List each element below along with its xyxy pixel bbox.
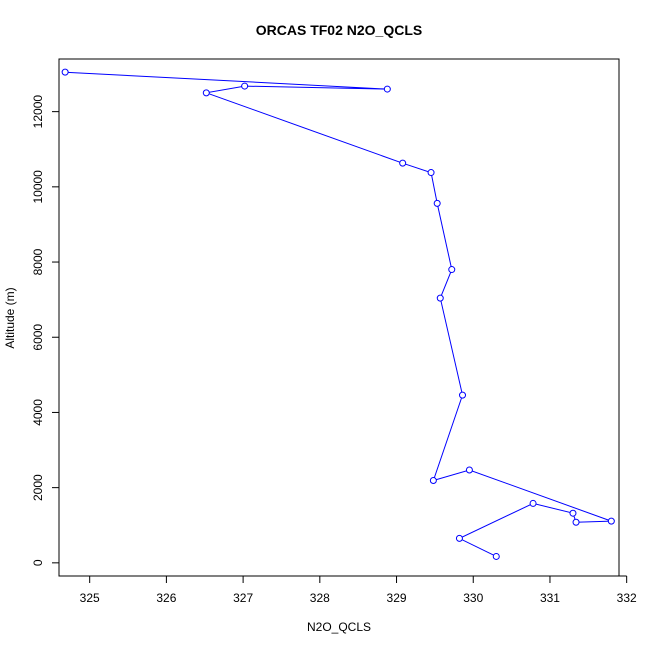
x-tick-label: 325 (80, 591, 100, 605)
x-tick-label: 327 (233, 591, 253, 605)
data-point (492, 552, 500, 560)
y-tick-label: 8000 (31, 248, 45, 275)
data-point (529, 499, 537, 507)
data-point (433, 199, 441, 207)
data-point (202, 89, 210, 97)
data-point (607, 517, 615, 525)
y-tick-label: 2000 (31, 474, 45, 501)
data-point (465, 466, 473, 474)
y-tick-label: 12000 (31, 95, 45, 129)
y-tick-label: 10000 (31, 170, 45, 204)
data-point (569, 509, 577, 517)
x-tick-label: 326 (156, 591, 176, 605)
data-point (427, 169, 435, 177)
y-tick-label: 4000 (31, 399, 45, 426)
data-point (241, 82, 249, 90)
data-point (448, 266, 456, 274)
series-line (65, 71, 612, 557)
data-point (455, 534, 463, 542)
data-point (61, 68, 69, 76)
y-axis: 0 2000 4000 6000 8000 10000 12000 (31, 95, 60, 566)
y-tick-label: 0 (31, 559, 45, 566)
x-tick-label: 329 (387, 591, 407, 605)
y-tick-label: 6000 (31, 324, 45, 351)
data-point (436, 294, 444, 302)
data-point (429, 476, 437, 484)
x-tick-label: 332 (617, 591, 637, 605)
x-axis-label: N2O_QCLS (307, 620, 371, 634)
data-point (459, 391, 467, 399)
x-tick-label: 331 (540, 591, 560, 605)
data-point (399, 159, 407, 167)
data-point (572, 518, 580, 526)
chart-title: ORCAS TF02 N2O_QCLS (256, 22, 422, 38)
y-axis-label: Altitude (m) (3, 287, 17, 348)
plot-frame (58, 58, 620, 577)
x-tick-label: 330 (463, 591, 483, 605)
series-layer (61, 68, 615, 560)
x-tick-label: 328 (310, 591, 330, 605)
x-axis: 325 326 327 328 329 330 331 332 (80, 575, 637, 605)
data-point (383, 85, 391, 93)
